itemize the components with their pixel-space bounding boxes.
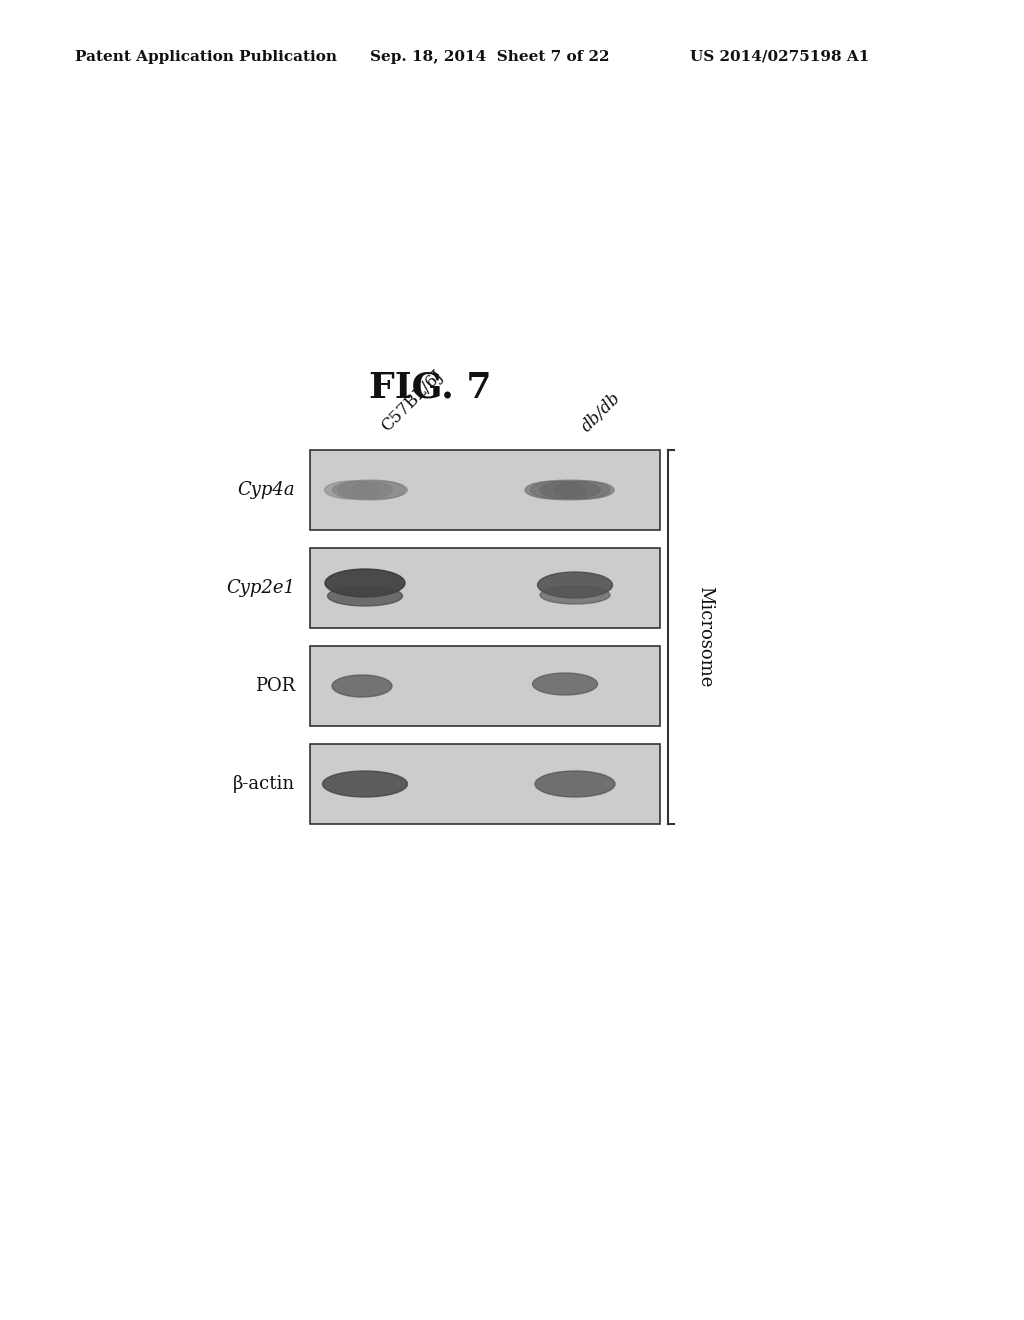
Ellipse shape [535, 771, 615, 797]
Ellipse shape [333, 480, 408, 500]
Ellipse shape [325, 569, 406, 597]
Bar [310, 744, 660, 824]
Ellipse shape [332, 675, 392, 697]
Ellipse shape [325, 480, 380, 499]
Ellipse shape [525, 480, 585, 499]
Text: Sep. 18, 2014  Sheet 7 of 22: Sep. 18, 2014 Sheet 7 of 22 [370, 50, 609, 63]
Text: US 2014/0275198 A1: US 2014/0275198 A1 [690, 50, 869, 63]
Text: β-actin: β-actin [232, 775, 295, 793]
Text: Patent Application Publication: Patent Application Publication [75, 50, 337, 63]
Bar [310, 645, 660, 726]
Ellipse shape [350, 480, 406, 499]
Text: FIG. 7: FIG. 7 [369, 370, 492, 404]
Ellipse shape [540, 586, 610, 605]
Text: db/db: db/db [578, 389, 624, 436]
Bar [310, 548, 660, 628]
Text: Cyp4a: Cyp4a [238, 480, 295, 499]
Ellipse shape [530, 480, 610, 500]
Ellipse shape [338, 480, 392, 499]
Text: Microsome: Microsome [696, 586, 714, 688]
Ellipse shape [323, 771, 408, 797]
Text: POR: POR [255, 677, 295, 696]
Ellipse shape [328, 586, 402, 606]
Text: C57BL/6J: C57BL/6J [378, 367, 446, 436]
Bar [310, 450, 660, 531]
Text: Cyp2e1: Cyp2e1 [226, 579, 295, 597]
Ellipse shape [554, 480, 614, 499]
Ellipse shape [540, 480, 600, 499]
Ellipse shape [538, 572, 612, 598]
Ellipse shape [532, 673, 597, 696]
